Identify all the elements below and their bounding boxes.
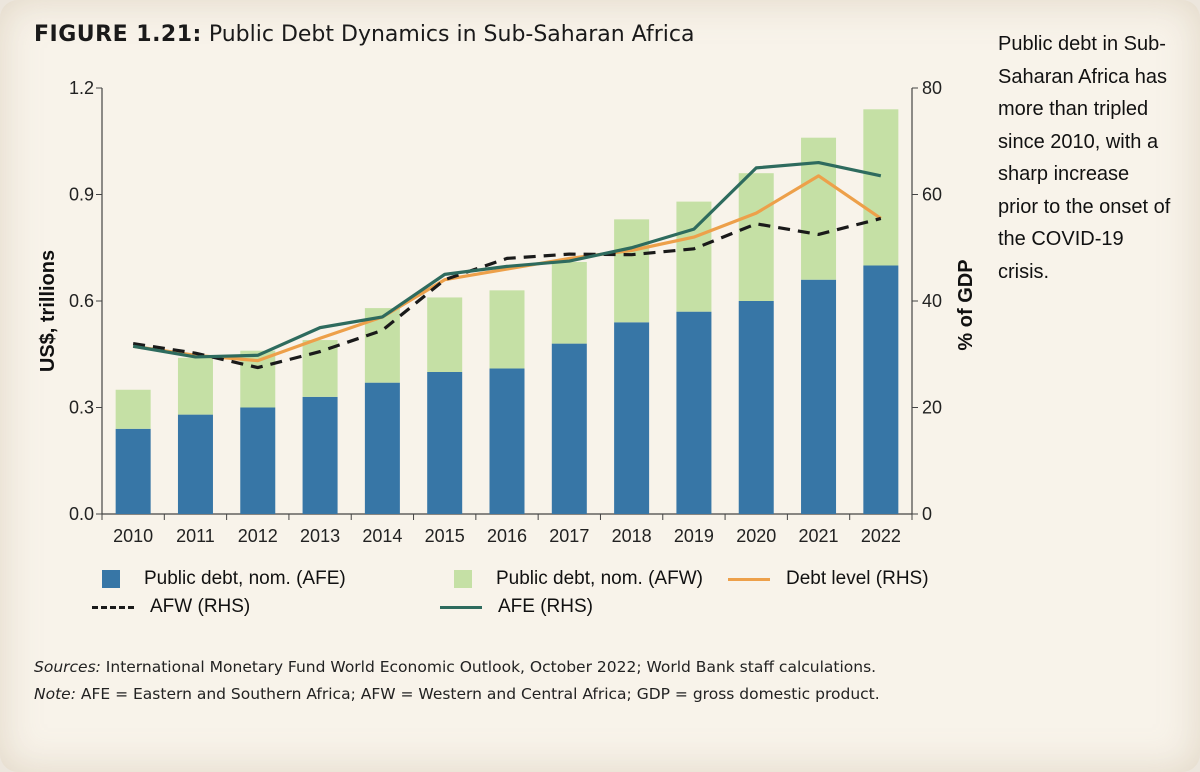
x-tick-label: 2020: [736, 526, 776, 546]
legend-line-debt-level: [728, 577, 770, 581]
x-tick-label: 2018: [612, 526, 652, 546]
bar-afe-2011: [177, 414, 213, 514]
chart-labels: 0.0 0.3 0.6 0.9 1.2 0 20 40 60 80 2010 2011 2012 2013…: [37, 78, 977, 546]
x-tick-label: 2015: [425, 526, 465, 546]
sources-label: Sources:: [34, 658, 101, 676]
x-tick-label: 2011: [176, 526, 215, 546]
bar-afw-2021: [801, 137, 837, 280]
figure-notes: Sources: International Monetary Fund Wor…: [34, 658, 934, 712]
x-tick-label: 2010: [113, 526, 153, 546]
bar-afw-2011: [177, 357, 213, 415]
side-note: Public debt in Sub-Saharan Africa has mo…: [998, 33, 1171, 283]
sources-note: Sources: International Monetary Fund Wor…: [34, 658, 934, 677]
legend-item-debt-level: Debt level (RHS): [728, 568, 929, 590]
x-tick-label: 2014: [362, 526, 402, 546]
bar-afw-2019: [676, 201, 712, 312]
legend-label-afe-bar: Public debt, nom. (AFE): [144, 568, 346, 589]
bar-afe-2021: [801, 279, 837, 514]
note-text: AFE = Eastern and Southern Africa; AFW =…: [75, 685, 880, 703]
bar-afe-2010: [115, 428, 151, 514]
legend-item-afw-bar: Public debt, nom. (AFW): [454, 568, 703, 590]
figure-number: FIGURE 1.21:: [34, 22, 202, 47]
bar-afe-2019: [676, 311, 712, 514]
y2-tick-label: 80: [922, 78, 942, 98]
bar-afw-2017: [551, 261, 587, 344]
x-tick-label: 2016: [487, 526, 527, 546]
figure-title: FIGURE 1.21: Public Debt Dynamics in Sub…: [34, 22, 694, 47]
debt-level-line: [132, 174, 882, 363]
y-tick-label: 0.6: [69, 291, 94, 311]
y2-axis-title: % of GDP: [955, 259, 977, 350]
bar-afe-2017: [551, 343, 587, 514]
chart-lines: [132, 160, 882, 370]
y-tick-label: 1.2: [69, 78, 94, 98]
bar-afe-2020: [738, 301, 774, 514]
legend-line-afw: [92, 605, 134, 609]
x-tick-label: 2013: [300, 526, 340, 546]
bar-afe-2018: [614, 322, 650, 514]
y2-tick-label: 20: [922, 398, 942, 418]
sources-text: International Monetary Fund World Econom…: [100, 658, 877, 676]
y2-tick-label: 0: [922, 504, 932, 524]
x-tick-label: 2017: [549, 526, 589, 546]
chart-bars: [115, 109, 899, 514]
legend-line-afe: [440, 605, 482, 609]
y-tick-label: 0.9: [69, 185, 94, 205]
legend-swatch-afe-bar: [102, 570, 120, 588]
legend-item-afe-line: AFE (RHS): [440, 596, 593, 618]
chart-legend: Public debt, nom. (AFE) Public debt, nom…: [88, 562, 968, 622]
legend-item-afw-line: AFW (RHS): [92, 596, 250, 618]
y2-tick-label: 60: [922, 185, 942, 205]
bar-afw-2016: [489, 290, 525, 369]
bar-afw-2010: [115, 389, 151, 429]
bar-afe-2012: [240, 407, 276, 514]
bar-afe-2016: [489, 368, 525, 514]
bar-afe-2013: [302, 396, 338, 514]
bar-afw-2022: [863, 109, 899, 266]
abbreviations-note: Note: AFE = Eastern and Southern Africa;…: [34, 685, 934, 704]
legend-item-afe-bar: Public debt, nom. (AFE): [102, 568, 346, 590]
x-tick-label: 2021: [799, 526, 839, 546]
legend-label-afw-bar: Public debt, nom. (AFW): [496, 568, 703, 589]
afw-line: [132, 216, 882, 370]
note-label: Note:: [34, 685, 76, 703]
x-tick-label: 2019: [674, 526, 714, 546]
y2-tick-label: 40: [922, 291, 942, 311]
bar-afw-2013: [302, 340, 338, 397]
bar-afw-2015: [427, 297, 463, 372]
x-tick-label: 2022: [861, 526, 901, 546]
bar-afw-2018: [614, 219, 650, 323]
legend-label-afw-line: AFW (RHS): [150, 596, 251, 617]
legend-swatch-afw-bar: [454, 570, 472, 588]
x-tick-label: 2012: [238, 526, 278, 546]
bar-afe-2014: [364, 382, 400, 514]
legend-label-afe-line: AFE (RHS): [498, 596, 593, 617]
y-tick-label: 0.3: [69, 398, 94, 418]
afe-line: [132, 160, 882, 359]
bar-afe-2015: [427, 372, 463, 514]
bar-afe-2022: [863, 265, 899, 514]
legend-label-debt-level: Debt level (RHS): [786, 568, 929, 589]
bar-afw-2020: [738, 173, 774, 301]
figure-title-text: Public Debt Dynamics in Sub-Saharan Afri…: [208, 22, 695, 47]
y-axis-title: US$, trillions: [37, 250, 59, 372]
y-tick-label: 0.0: [69, 504, 94, 524]
